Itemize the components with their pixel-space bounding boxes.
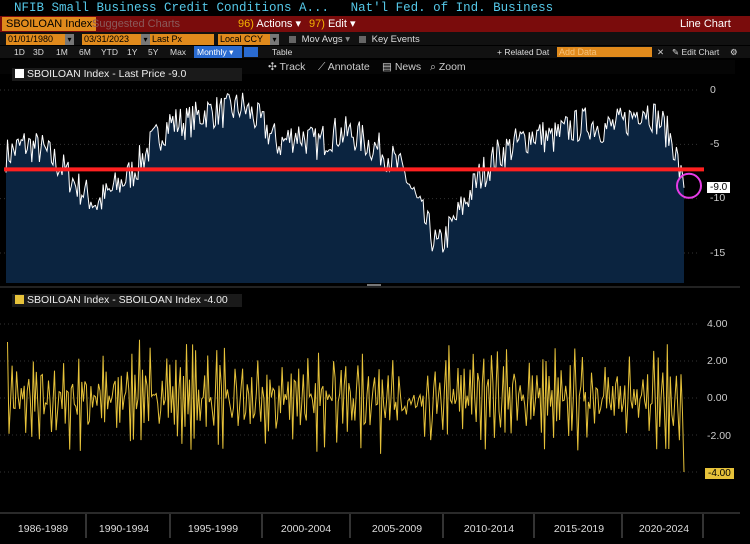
security-title: NFIB Small Business Credit Conditions A.… xyxy=(14,1,553,15)
frequency-label: Monthly xyxy=(197,47,227,57)
actions-num: 96) xyxy=(238,18,254,30)
y-tick-label: 0 xyxy=(710,84,716,96)
x-tick-label: 2010-2014 xyxy=(463,523,515,535)
chevron-down-icon: ▾ xyxy=(350,18,356,30)
start-date-dropdown[interactable]: ▾ xyxy=(65,34,74,45)
add-data-input[interactable]: Add Data xyxy=(557,47,652,57)
range-button-1m[interactable]: 1M xyxy=(56,47,68,57)
end-date-input[interactable]: 03/31/2023 xyxy=(82,34,142,45)
top-legend[interactable]: SBOILOAN Index - Last Price -9.0 xyxy=(12,68,242,81)
track-tool[interactable]: ✣ Track xyxy=(268,60,305,74)
gear-icon[interactable]: ⚙ xyxy=(730,47,738,57)
legend-swatch-yellow xyxy=(15,295,24,304)
ticker-field[interactable]: SBOILOAN Index xyxy=(2,17,97,31)
zoom-label: Zoom xyxy=(438,61,466,73)
edit-chart-button[interactable]: ✎ Edit Chart xyxy=(672,46,719,58)
crosshair-icon: ✣ xyxy=(268,61,277,73)
bottom-legend[interactable]: SBOILOAN Index - SBOILOAN Index -4.00 xyxy=(12,294,242,307)
actions-button[interactable]: 96) Actions ▾ xyxy=(234,17,305,31)
chart-type-label: Line Chart xyxy=(680,18,731,30)
edit-num: 97) xyxy=(309,18,325,30)
x-tick-label: 2015-2019 xyxy=(553,523,605,535)
annotate-label: Annotate xyxy=(327,61,370,73)
y-tick-label: -2.00 xyxy=(707,430,731,442)
suggested-charts-button[interactable]: Suggested Charts xyxy=(88,17,184,31)
x-tick-label: 1995-1999 xyxy=(187,523,239,535)
checkbox-icon xyxy=(289,36,296,43)
y-tick-label: 4.00 xyxy=(707,318,728,330)
command-bar xyxy=(0,16,750,32)
range-button-5y[interactable]: 5Y xyxy=(148,47,159,57)
suggested-charts-label: Suggested Charts xyxy=(92,18,181,30)
start-date-input[interactable]: 01/01/1980 xyxy=(6,34,66,45)
title-description: NFIB Small Business Credit Conditions A.… xyxy=(14,1,330,15)
news-label: News xyxy=(394,61,422,73)
x-tick-label: 1986-1989 xyxy=(17,523,69,535)
annotate-tool[interactable]: ⟋ Annotate xyxy=(318,60,370,74)
price-series-line xyxy=(5,92,685,253)
y-tick-label: 2.00 xyxy=(707,355,728,367)
legend-swatch-white xyxy=(15,69,24,78)
range-button-6m[interactable]: 6M xyxy=(79,47,91,57)
chevron-down-icon: ▾ xyxy=(295,18,302,30)
edit-label: Edit xyxy=(327,18,347,30)
end-date-dropdown[interactable]: ▾ xyxy=(141,34,150,45)
y-tick-label: 0.00 xyxy=(707,392,728,404)
frequency-select[interactable]: Monthly ▾ xyxy=(194,46,242,58)
highlight-circle xyxy=(676,172,702,199)
x-axis-separators xyxy=(85,514,704,538)
news-tool[interactable]: ▤ News xyxy=(382,60,421,74)
range-button-1y[interactable]: 1Y xyxy=(127,47,138,57)
pencil-icon: ✎ xyxy=(672,47,680,57)
checkbox-icon xyxy=(359,36,366,43)
range-button-max[interactable]: Max xyxy=(170,47,187,57)
edit-chart-label: Edit Chart xyxy=(681,47,720,57)
range-button-1d[interactable]: 1D xyxy=(14,47,25,57)
change-series-line xyxy=(7,339,685,473)
table-button[interactable]: Table xyxy=(272,47,293,57)
y-tick-label: -15 xyxy=(710,247,726,259)
mov-avgs-toggle[interactable]: Mov Avgs ▾ xyxy=(286,34,350,45)
search-icon: ⌕ xyxy=(430,61,436,73)
line-icon: ⟋ xyxy=(318,61,326,73)
top-legend-label: SBOILOAN Index - Last Price -9.0 xyxy=(27,68,187,80)
x-tick-label: 2005-2009 xyxy=(371,523,423,535)
range-button-3d[interactable]: 3D xyxy=(33,47,44,57)
zoom-tool[interactable]: ⌕ Zoom xyxy=(430,60,466,74)
x-tick-label: 2020-2024 xyxy=(638,523,690,535)
x-tick-label: 2000-2004 xyxy=(280,523,332,535)
field-select[interactable]: Last Px xyxy=(150,34,214,45)
y-tick-label: -10 xyxy=(710,192,726,204)
last-change-tag: -4.00 xyxy=(705,468,734,479)
mov-avgs-label: Mov Avgs xyxy=(301,34,343,45)
key-events-label: Key Events xyxy=(371,34,420,45)
price-area-fill xyxy=(6,92,684,283)
y-tick-label: -5 xyxy=(710,138,720,150)
currency-select[interactable]: Local CCY xyxy=(218,34,270,45)
edit-button[interactable]: 97) Edit ▾ xyxy=(305,17,360,31)
x-tick-label: 1990-1994 xyxy=(98,523,150,535)
chart-style-icon[interactable] xyxy=(244,47,258,57)
bottom-legend-label: SBOILOAN Index - SBOILOAN Index -4.00 xyxy=(27,294,228,306)
bottom-grid xyxy=(0,323,700,473)
chevron-down-icon: ▾ xyxy=(345,34,351,45)
range-button-ytd[interactable]: YTD xyxy=(101,47,118,57)
close-icon[interactable]: ✕ xyxy=(657,47,665,57)
actions-label: Actions xyxy=(256,18,293,30)
title-publisher: Nat'l Fed. of Ind. Business xyxy=(350,1,554,15)
currency-dropdown[interactable]: ▾ xyxy=(270,34,279,45)
track-label: Track xyxy=(279,61,306,73)
news-icon: ▤ xyxy=(382,61,392,73)
related-data-button[interactable]: + Related Dat xyxy=(497,47,550,57)
key-events-toggle[interactable]: Key Events xyxy=(356,34,420,45)
last-price-tag: -9.0 xyxy=(707,182,731,193)
